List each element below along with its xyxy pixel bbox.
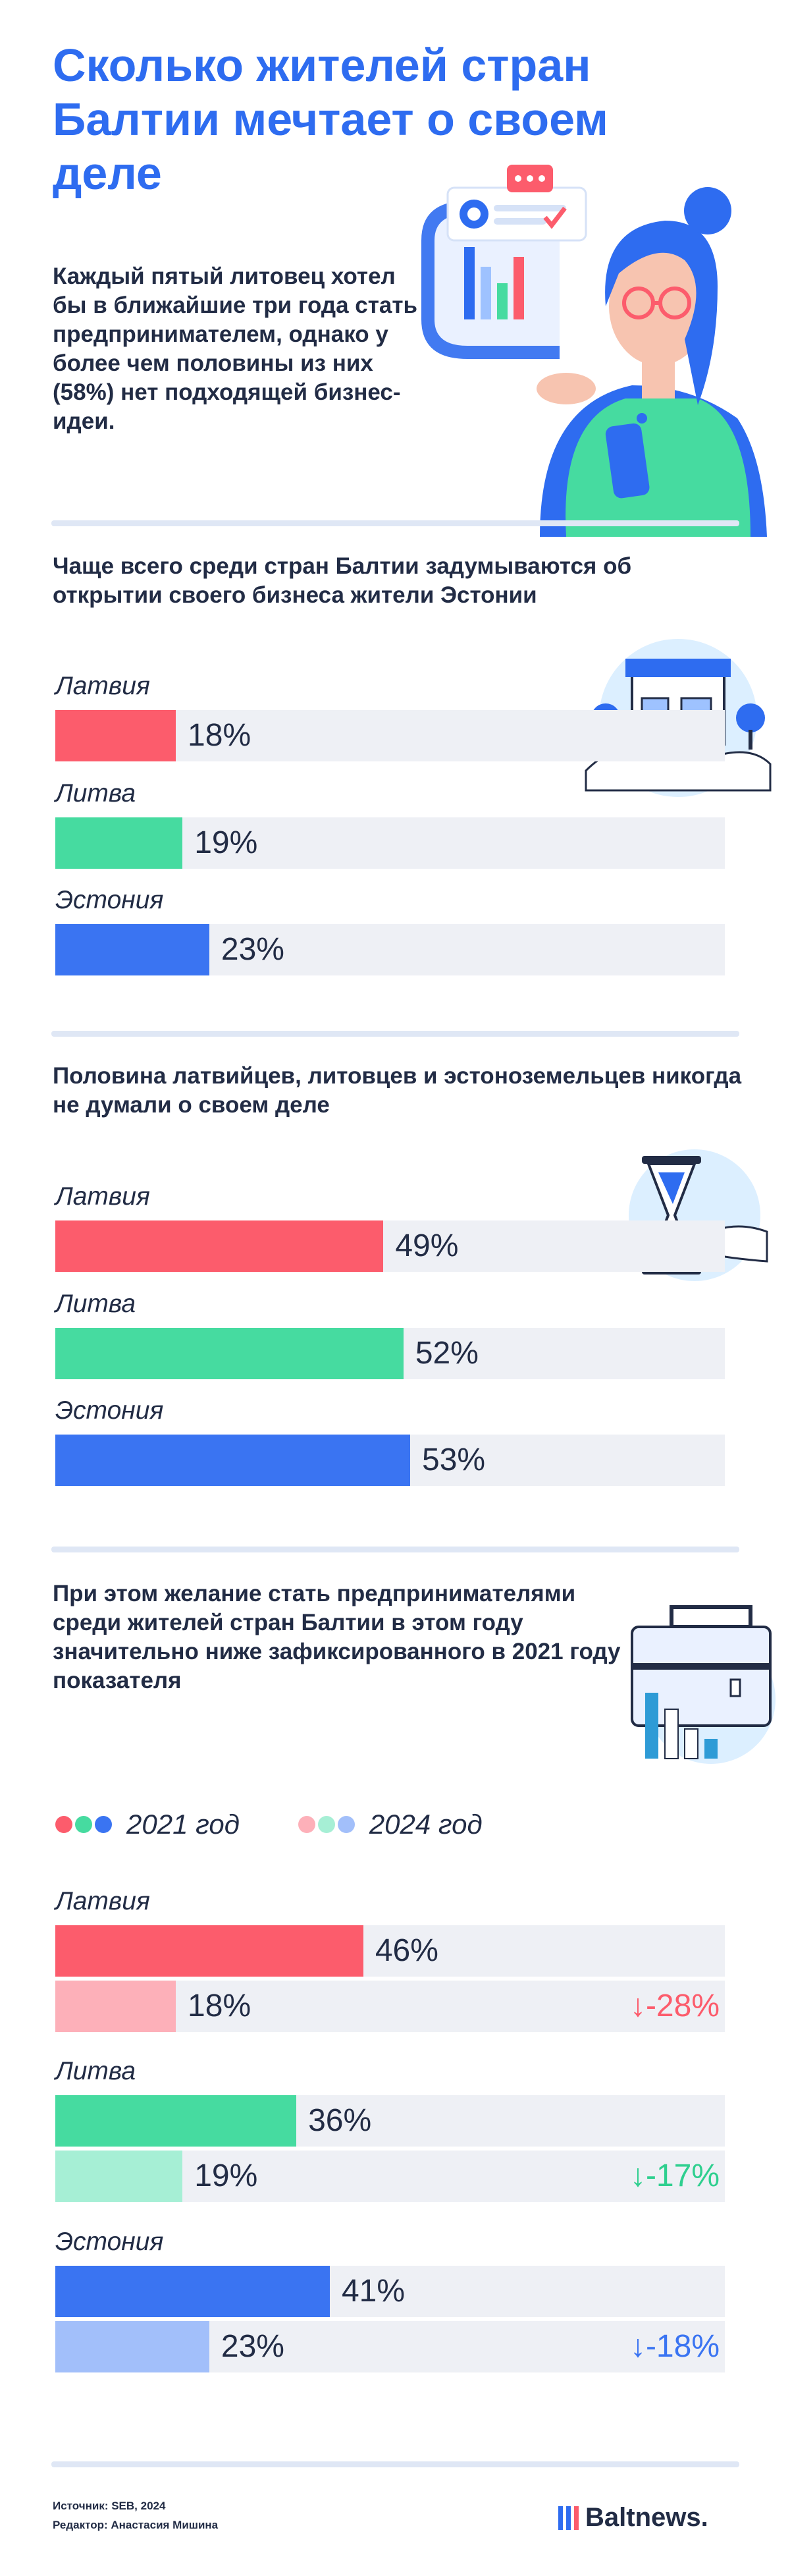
chart1-label-latvia: Латвия — [55, 672, 150, 700]
chart3-bar-estonia-2021 — [55, 2266, 330, 2317]
chart3-legend: 2021 год 2024 год — [55, 1809, 483, 1842]
chart2-bar-track-latvia: 49% — [55, 1220, 725, 1272]
chart2-bar-estonia — [55, 1435, 410, 1486]
chart3-bar-lithuania-2024 — [55, 2151, 183, 2202]
chart3-label-estonia: Эстония — [55, 2228, 164, 2256]
chart2-label-estonia: Эстония — [55, 1396, 164, 1425]
chart2-bar-track-lithuania: 52% — [55, 1328, 725, 1379]
legend-dot-lithuania-2021 — [75, 1816, 92, 1833]
chart1-bar-latvia — [55, 710, 176, 761]
chart1-label-estonia: Эстония — [55, 886, 164, 914]
legend-label-2021: 2021 год — [126, 1809, 240, 1840]
chart2-value-lithuania: 52% — [415, 1336, 479, 1371]
chart3-change-estonia: ↓-18% — [629, 2329, 720, 2364]
lead-text: Каждый пятый литовец хотел бы в ближайши… — [53, 263, 418, 434]
brand-logo: Baltnews. — [558, 2503, 708, 2533]
chart3-value-latvia-2021: 46% — [375, 1933, 438, 1968]
chart3-change-latvia: ↓-28% — [629, 1988, 720, 2023]
brand-bar-icon — [574, 2506, 579, 2530]
chart2-value-estonia: 53% — [422, 1442, 486, 1477]
chart3-bar-track-estonia-2021: 41% — [55, 2266, 725, 2317]
legend-dot-latvia-2021 — [55, 1816, 72, 1833]
chart2-label-lithuania: Литва — [55, 1290, 136, 1318]
editor-text: Редактор: Анастасия Мишина — [53, 2519, 219, 2531]
page-title: Сколько жителей стран Балтии мечтает о с… — [53, 40, 608, 199]
chart1-bar-track-lithuania: 19% — [55, 817, 725, 869]
brand-bar-icon — [558, 2506, 563, 2530]
chart3-bar-lithuania-2021 — [55, 2095, 297, 2147]
legend-label-2024: 2024 год — [369, 1809, 483, 1840]
chart1-value-latvia: 18% — [188, 718, 251, 753]
chart3-value-estonia-2021: 41% — [341, 2274, 406, 2309]
chart1-label-lithuania: Литва — [55, 779, 136, 808]
chart3-bar-track-latvia-2021: 46% — [55, 1925, 725, 1977]
legend-dot-latvia-2024 — [298, 1816, 315, 1833]
chart2-bar-lithuania — [55, 1328, 404, 1379]
chart2-bar-latvia — [55, 1220, 384, 1272]
chart3-change-lithuania: ↓-17% — [629, 2158, 720, 2193]
chart3-value-estonia-2024: 23% — [221, 2329, 284, 2364]
chart3-bar-estonia-2024 — [55, 2321, 209, 2372]
section-divider — [51, 1031, 739, 1037]
chart3-value-latvia-2024: 18% — [188, 1988, 251, 2023]
chart3-label-latvia: Латвия — [55, 1887, 150, 1915]
chart1-bar-estonia — [55, 924, 209, 975]
woman-dashboard-illustration — [421, 165, 767, 537]
chart1-bar-lithuania — [55, 817, 183, 869]
legend-dot-estonia-2024 — [337, 1816, 355, 1833]
chart3-label-lithuania: Литва — [55, 2057, 136, 2085]
brand-bar-icon — [566, 2506, 571, 2530]
chart3-bar-latvia-2021 — [55, 1925, 363, 1977]
chart2-value-latvia: 49% — [395, 1228, 459, 1263]
legend-dot-estonia-2021 — [95, 1816, 112, 1833]
chart3-value-lithuania-2021: 36% — [308, 2103, 372, 2138]
chart3-bar-track-estonia-2024: 23% ↓-18% — [55, 2321, 725, 2372]
chart3-value-lithuania-2024: 19% — [194, 2158, 258, 2193]
chart1-title: Чаще всего среди стран Балтии задумывают… — [53, 553, 632, 608]
section-divider — [51, 1547, 739, 1552]
chart1-value-lithuania: 19% — [194, 825, 258, 860]
briefcase-chart-illustration — [631, 1605, 776, 1764]
chart3-bar-track-latvia-2024: 18% ↓-28% — [55, 1981, 725, 2032]
chart1-value-estonia: 23% — [221, 932, 284, 967]
chart3-bar-track-lithuania-2024: 19% ↓-17% — [55, 2151, 725, 2202]
legend-dot-lithuania-2024 — [317, 1816, 335, 1833]
chart2-label-latvia: Латвия — [55, 1182, 150, 1211]
brand-name: Baltnews. — [585, 2503, 708, 2532]
chart1-bar-track-estonia: 23% — [55, 924, 725, 975]
chart3-title: При этом желание стать предпринимателями… — [53, 1581, 621, 1693]
section-divider — [51, 520, 739, 526]
chart2-bar-track-estonia: 53% — [55, 1435, 725, 1486]
chart1-bar-track-latvia: 18% — [55, 710, 725, 761]
chart3-bar-latvia-2024 — [55, 1981, 176, 2032]
source-text: Источник: SEB, 2024 — [53, 2500, 166, 2512]
section-divider — [51, 2461, 739, 2467]
chart3-bar-track-lithuania-2021: 36% — [55, 2095, 725, 2147]
chart2-title: Половина латвийцев, литовцев и эстонозем… — [53, 1063, 742, 1118]
